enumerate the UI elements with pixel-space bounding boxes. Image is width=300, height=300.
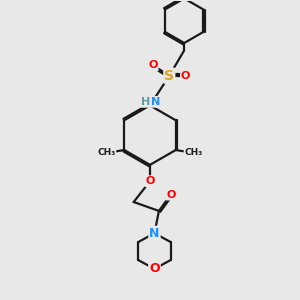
- Text: CH₃: CH₃: [97, 148, 116, 158]
- Text: O: O: [166, 190, 176, 200]
- Text: O: O: [145, 176, 155, 186]
- Text: N: N: [151, 97, 160, 107]
- Text: S: S: [164, 69, 174, 83]
- Text: O: O: [148, 60, 158, 70]
- Text: N: N: [149, 227, 160, 240]
- Text: CH₃: CH₃: [184, 148, 203, 158]
- Text: O: O: [181, 71, 190, 81]
- Text: H: H: [141, 97, 150, 107]
- Text: O: O: [149, 262, 160, 275]
